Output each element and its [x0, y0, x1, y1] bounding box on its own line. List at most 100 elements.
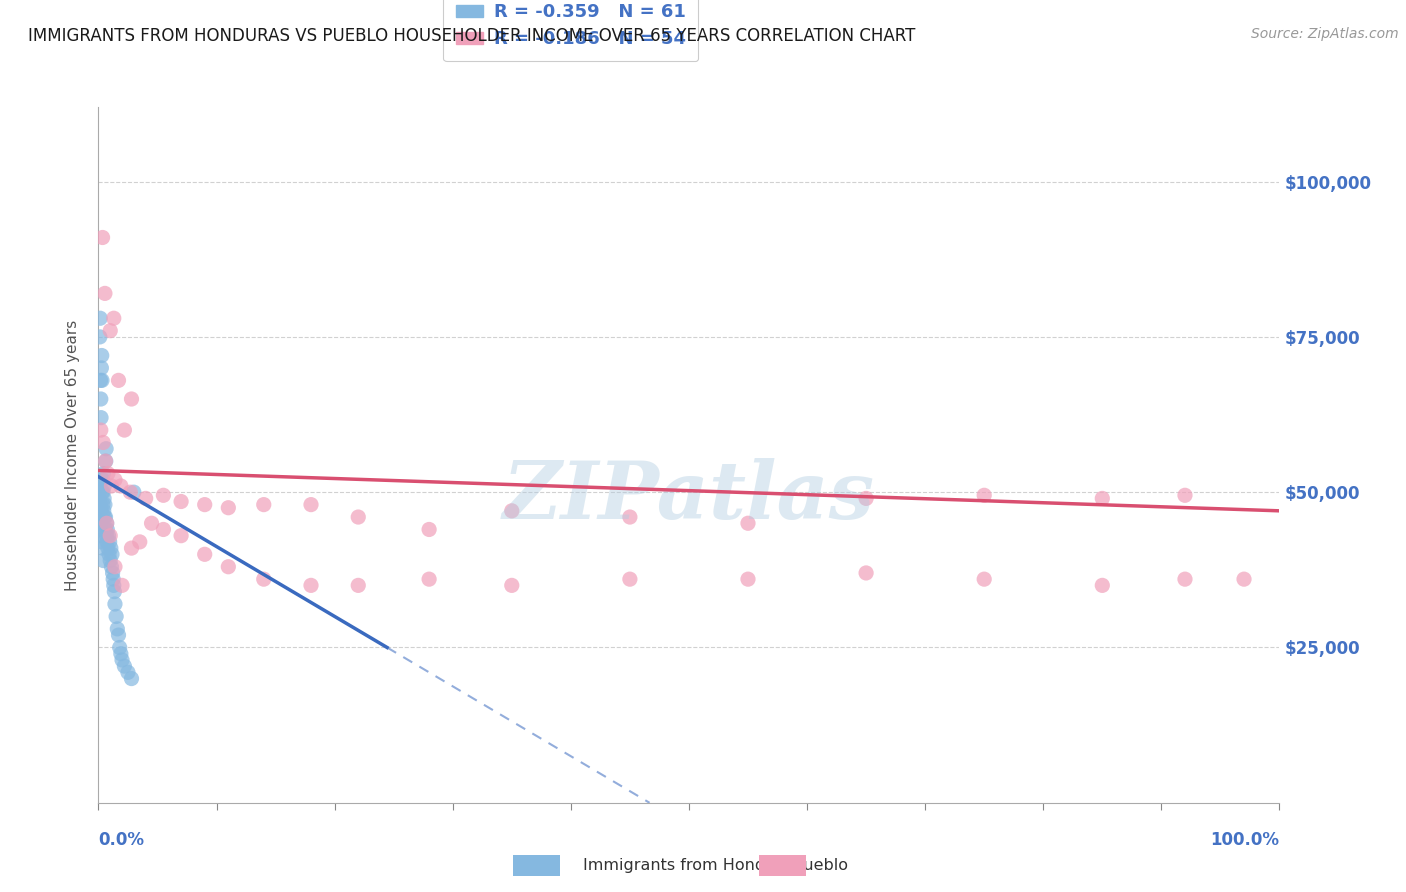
Point [110, 479, 132, 493]
Point [90, 516, 112, 531]
Point [94, 454, 117, 468]
Point [94, 286, 117, 301]
Point [89, 479, 111, 493]
Point [97, 467, 120, 481]
Point [1233, 572, 1256, 586]
Point [347, 578, 370, 592]
Point [89, 498, 111, 512]
Point [135, 491, 157, 506]
Point [973, 572, 995, 586]
Point [90, 360, 112, 375]
Point [110, 647, 132, 661]
Point [299, 578, 322, 592]
Point [96, 529, 118, 543]
Point [94, 510, 117, 524]
Text: ZIPatlas: ZIPatlas [503, 458, 875, 535]
Point [253, 498, 276, 512]
Point [98, 547, 121, 561]
Point [1174, 572, 1197, 586]
Point [103, 311, 125, 326]
Point [170, 494, 193, 508]
Point [217, 500, 239, 515]
Point [108, 640, 131, 655]
Point [1174, 488, 1197, 502]
Point [96, 516, 118, 531]
Point [90, 349, 112, 363]
Point [91, 498, 114, 512]
Point [93, 510, 115, 524]
Point [112, 423, 135, 437]
Point [619, 572, 641, 586]
Point [103, 572, 125, 586]
Point [93, 479, 115, 493]
Point [101, 547, 124, 561]
Point [111, 653, 134, 667]
Y-axis label: Householder Income Over 65 years: Householder Income Over 65 years [65, 319, 80, 591]
Text: 0.0%: 0.0% [98, 830, 145, 848]
Point [91, 541, 114, 555]
Point [97, 541, 120, 555]
Point [90, 392, 112, 406]
Point [96, 523, 118, 537]
Point [98, 324, 121, 338]
Text: Immigrants from Honduras: Immigrants from Honduras [583, 858, 801, 872]
Point [100, 479, 122, 493]
Point [121, 672, 143, 686]
Point [98, 529, 121, 543]
Point [90, 410, 112, 425]
Point [100, 559, 122, 574]
Point [737, 572, 759, 586]
Point [973, 488, 995, 502]
Point [104, 597, 127, 611]
Point [194, 547, 217, 561]
Point [87, 482, 110, 496]
Point [94, 498, 117, 512]
Point [855, 566, 877, 580]
Point [107, 373, 129, 387]
Point [89, 491, 111, 506]
Point [91, 373, 114, 387]
Point [91, 473, 114, 487]
Point [90, 504, 112, 518]
Point [112, 659, 135, 673]
Point [89, 523, 111, 537]
Point [105, 622, 128, 636]
Point [90, 529, 112, 543]
Point [91, 553, 114, 567]
Point [98, 534, 121, 549]
Point [90, 423, 112, 437]
Point [97, 529, 120, 543]
Point [103, 578, 125, 592]
Point [170, 529, 193, 543]
Text: IMMIGRANTS FROM HONDURAS VS PUEBLO HOUSEHOLDER INCOME OVER 65 YEARS CORRELATION : IMMIGRANTS FROM HONDURAS VS PUEBLO HOUSE… [28, 27, 915, 45]
Point [93, 504, 115, 518]
Point [120, 485, 142, 500]
Point [94, 442, 117, 456]
Point [103, 584, 125, 599]
Legend: R = -0.359   N = 61, R = -0.186   N = 54: R = -0.359 N = 61, R = -0.186 N = 54 [443, 0, 699, 62]
Point [501, 578, 523, 592]
Point [121, 541, 143, 555]
Point [89, 510, 111, 524]
Point [122, 485, 145, 500]
Point [128, 534, 150, 549]
Point [90, 373, 112, 387]
Point [91, 534, 114, 549]
Point [107, 628, 129, 642]
Text: Pueblo: Pueblo [794, 858, 848, 872]
Point [93, 467, 115, 481]
Point [619, 510, 641, 524]
Point [93, 491, 115, 506]
Point [501, 504, 523, 518]
Point [117, 665, 139, 680]
Point [94, 523, 117, 537]
Point [91, 485, 114, 500]
Point [194, 498, 217, 512]
Point [1091, 578, 1114, 592]
Point [737, 516, 759, 531]
Point [89, 330, 111, 344]
Point [100, 541, 122, 555]
Point [104, 473, 127, 487]
Point [96, 534, 118, 549]
Point [96, 516, 118, 531]
